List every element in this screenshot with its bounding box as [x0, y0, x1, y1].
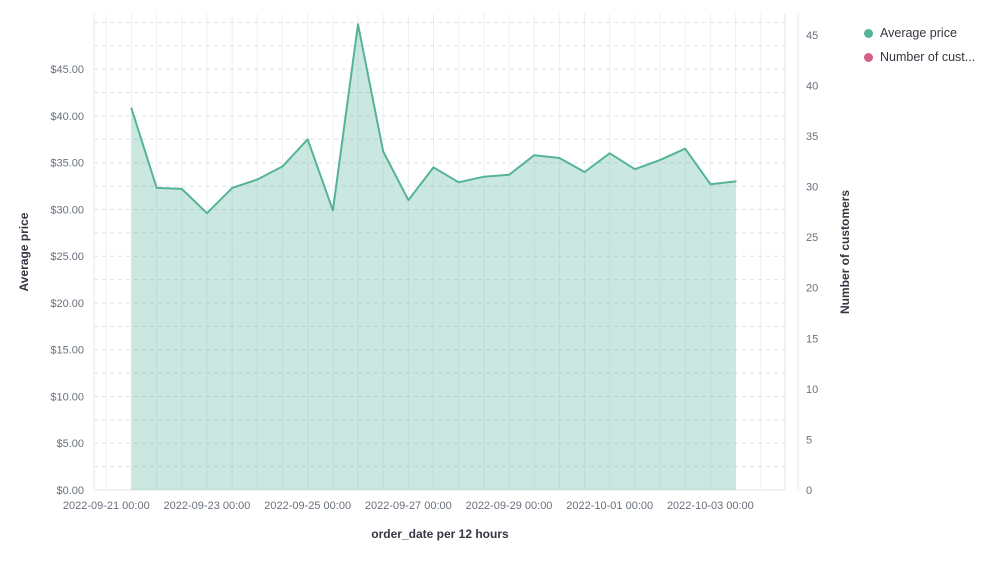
series-color-dot-icon [864, 28, 873, 38]
x-axis-title: order_date per 12 hours [371, 527, 509, 541]
y-left-tick-label: $45.00 [50, 64, 84, 76]
y-right-tick-label: 30 [806, 182, 818, 194]
y-left-tick-label: $30.00 [50, 204, 84, 216]
y-left-tick-label: $5.00 [56, 438, 84, 450]
legend-item-average-price[interactable]: Average price [864, 21, 975, 45]
y-right-tick-label: 15 [806, 333, 818, 345]
y-left-tick-label: $10.00 [50, 391, 84, 403]
y-right-tick-label: 0 [806, 485, 812, 497]
y-left-tick-label: $15.00 [50, 345, 84, 357]
y-left-tick-label: $0.00 [56, 485, 84, 497]
legend-label: Number of cust... [880, 50, 976, 64]
y-left-tick-label: $35.00 [50, 158, 84, 170]
y-right-tick-label: 45 [806, 30, 818, 42]
x-tick-label: 2022-09-23 00:00 [164, 500, 251, 512]
y-right-axis-title: Number of customers [838, 189, 852, 315]
x-tick-label: 2022-10-03 00:00 [667, 500, 754, 512]
y-left-tick-label: $20.00 [50, 298, 84, 310]
y-right-tick-label: 25 [806, 232, 818, 244]
series-color-dot-icon [864, 52, 873, 62]
x-tick-label: 2022-09-29 00:00 [466, 500, 553, 512]
legend: Average price Number of cust... [864, 21, 975, 69]
y-right-tick-label: 35 [806, 131, 818, 143]
y-right-tick-label: 10 [806, 384, 818, 396]
legend-item-number-of-customers[interactable]: Number of cust... [864, 45, 975, 69]
y-left-axis-title: Average price [17, 212, 31, 292]
y-right-tick-label: 40 [806, 81, 818, 93]
y-right-tick-label: 5 [806, 434, 812, 446]
y-right-tick-label: 20 [806, 283, 818, 295]
y-left-tick-label: $40.00 [50, 111, 84, 123]
x-tick-label: 2022-09-27 00:00 [365, 500, 452, 512]
y-left-tick-label: $25.00 [50, 251, 84, 263]
average-price-line [130, 23, 737, 215]
x-tick-label: 2022-09-21 00:00 [63, 500, 150, 512]
x-tick-label: 2022-10-01 00:00 [566, 500, 653, 512]
legend-label: Average price [880, 26, 957, 40]
average-price-area [131, 24, 736, 491]
x-tick-label: 2022-09-25 00:00 [264, 500, 351, 512]
